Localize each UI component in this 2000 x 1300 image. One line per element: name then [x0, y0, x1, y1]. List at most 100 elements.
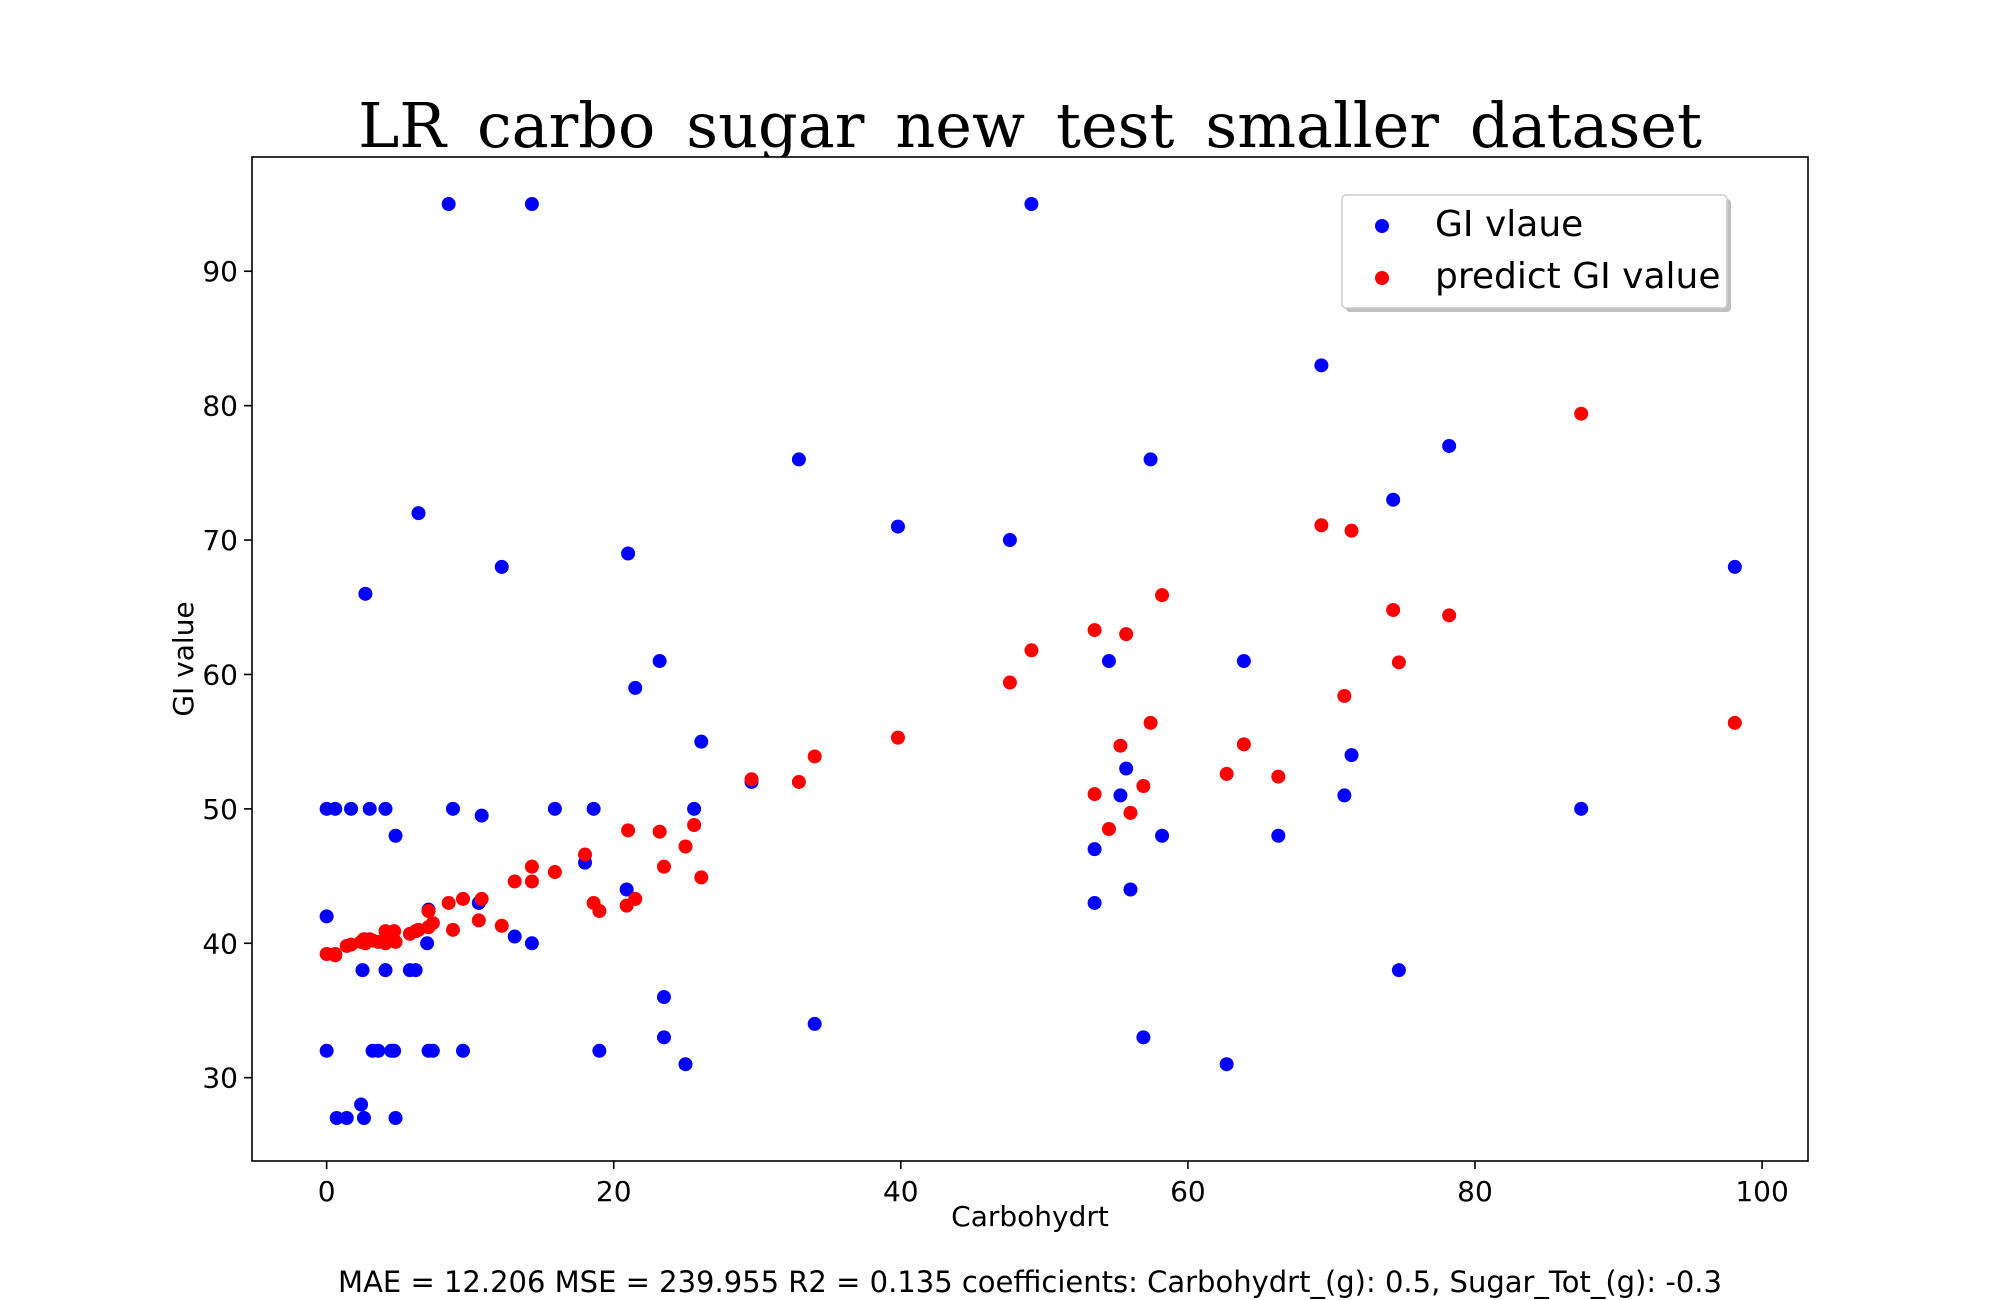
plot-area: [251, 156, 1809, 1162]
gi-value-point: [547, 801, 562, 816]
legend-label-predict-gi-value: predict GI value: [1435, 256, 1721, 297]
y-tick-label: 30: [202, 1062, 238, 1095]
predict-gi-value-point: [387, 924, 402, 939]
predict-gi-value-point: [1236, 737, 1251, 752]
y-axis-label: GI value: [167, 601, 200, 716]
gi-value-point: [1442, 438, 1457, 453]
predict-gi-value-point: [687, 817, 702, 832]
gi-value-point: [344, 801, 359, 816]
gi-value-point: [687, 801, 702, 816]
predict-gi-value-point: [1101, 822, 1116, 837]
gi-value-point: [319, 1043, 334, 1058]
predict-gi-value-point: [1123, 805, 1138, 820]
predict-gi-value-point: [1727, 715, 1742, 730]
predict-gi-value-point: [1143, 715, 1158, 730]
x-tick-label: 40: [883, 1175, 919, 1208]
gi-value-point: [411, 506, 426, 521]
series-gi-value: [319, 197, 1742, 1125]
gi-value-point: [1314, 358, 1329, 373]
gi-value-point: [656, 1030, 671, 1045]
predict-gi-value-point: [445, 922, 460, 937]
gi-value-point: [1143, 452, 1158, 467]
y-tick-label: 50: [202, 793, 238, 826]
y-tick-label: 90: [202, 255, 238, 288]
gi-value-point: [1123, 882, 1138, 897]
predict-gi-value-point: [547, 865, 562, 880]
gi-value-point: [807, 1016, 822, 1031]
predict-gi-value-point: [1314, 518, 1329, 533]
predict-gi-value-point: [1386, 602, 1401, 617]
gi-value-point: [524, 197, 539, 212]
predict-gi-value-point: [1119, 627, 1134, 642]
gi-value-point: [319, 909, 334, 924]
predict-gi-value-point: [507, 874, 522, 889]
predict-gi-value-point: [1574, 406, 1589, 421]
gi-value-point: [328, 801, 343, 816]
gi-value-point: [1113, 788, 1128, 803]
gi-value-point: [420, 936, 435, 951]
predict-gi-value-point: [791, 774, 806, 789]
predict-gi-value-point: [807, 749, 822, 764]
gi-value-point: [371, 1043, 386, 1058]
gi-value-point: [507, 929, 522, 944]
gi-value-point: [1727, 559, 1742, 574]
gi-value-point: [329, 1110, 344, 1125]
legend-marker-gi-value: [1375, 219, 1389, 233]
x-axis: 0 20 40 60 80 100: [318, 1161, 1789, 1208]
series-predict-gi-value: [319, 406, 1742, 963]
predict-gi-value-point: [1155, 588, 1170, 603]
gi-value-point: [1087, 895, 1102, 910]
predict-gi-value-point: [1002, 675, 1017, 690]
gi-value-point: [339, 1110, 354, 1125]
predict-gi-value-point: [1024, 643, 1039, 658]
predict-gi-value-point: [456, 891, 471, 906]
gi-value-point: [1219, 1057, 1234, 1072]
predict-gi-value-point: [328, 947, 343, 962]
gi-value-point: [628, 680, 643, 695]
gi-value-point: [378, 963, 393, 978]
predict-gi-value-point: [1271, 769, 1286, 784]
predict-gi-value-point: [425, 916, 440, 931]
gi-value-point: [1136, 1030, 1151, 1045]
legend-label-gi-value: GI vlaue: [1435, 204, 1583, 245]
gi-value-point: [1236, 654, 1251, 669]
predict-gi-value-point: [744, 772, 759, 787]
gi-value-point: [592, 1043, 607, 1058]
gi-value-point: [356, 1110, 371, 1125]
predict-gi-value-point: [421, 904, 436, 919]
predict-gi-value-point: [524, 874, 539, 889]
gi-value-point: [1344, 748, 1359, 763]
y-tick-label: 40: [202, 927, 238, 960]
predict-gi-value-point: [694, 870, 709, 885]
predict-gi-value-point: [1344, 523, 1359, 538]
gi-value-point: [678, 1057, 693, 1072]
x-tick-label: 100: [1735, 1175, 1788, 1208]
gi-value-point: [388, 1110, 403, 1125]
gi-value-point: [441, 197, 456, 212]
gi-value-point: [524, 936, 539, 951]
plot-frame: [251, 156, 1809, 1162]
gi-value-point: [1391, 963, 1406, 978]
gi-value-point: [791, 452, 806, 467]
gi-value-point: [619, 882, 634, 897]
gi-value-point: [652, 654, 667, 669]
gi-value-point: [1337, 788, 1352, 803]
y-axis: 30 40 50 60 70 80 90: [202, 255, 252, 1095]
y-tick-label: 70: [202, 524, 238, 557]
predict-gi-value-point: [1337, 688, 1352, 703]
predict-gi-value-point: [1113, 738, 1128, 753]
chart-title: LR_carbo_sugar_new_test_smaller_dataset: [358, 89, 1702, 162]
gi-value-point: [354, 1097, 369, 1112]
predict-gi-value-point: [890, 730, 905, 745]
y-tick-label: 80: [202, 390, 238, 423]
gi-value-point: [621, 546, 636, 561]
predict-gi-value-point: [471, 913, 486, 928]
x-tick-label: 60: [1170, 1175, 1206, 1208]
y-tick-label: 60: [202, 658, 238, 691]
gi-value-point: [358, 586, 373, 601]
predict-gi-value-point: [1219, 766, 1234, 781]
legend-marker-predict-gi-value: [1375, 271, 1389, 285]
gi-value-point: [586, 801, 601, 816]
predict-gi-value-point: [441, 895, 456, 910]
